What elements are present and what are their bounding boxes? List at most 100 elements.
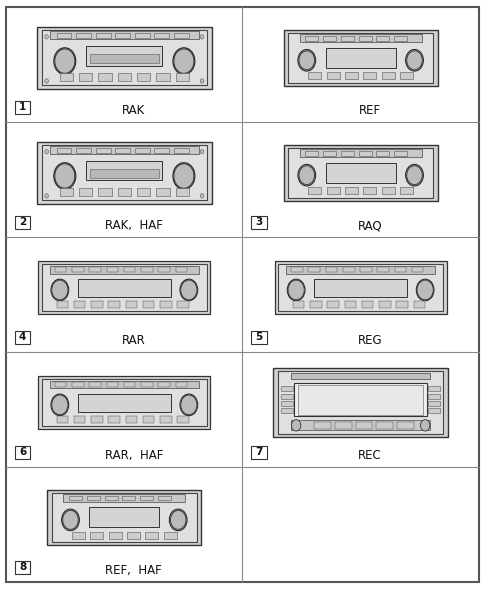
Circle shape bbox=[45, 79, 48, 83]
Bar bbox=[38, 376, 210, 429]
Bar bbox=[50, 266, 198, 273]
Bar bbox=[118, 73, 131, 81]
Circle shape bbox=[291, 419, 300, 431]
Bar bbox=[90, 169, 158, 177]
Bar bbox=[177, 416, 188, 423]
Bar bbox=[50, 31, 198, 39]
Bar bbox=[86, 46, 162, 65]
Bar bbox=[283, 145, 437, 200]
Text: REF: REF bbox=[358, 104, 380, 117]
Bar bbox=[308, 187, 321, 194]
Text: 5: 5 bbox=[255, 332, 262, 342]
Bar bbox=[292, 301, 304, 308]
Text: RAR,  HAF: RAR, HAF bbox=[105, 449, 163, 462]
Bar bbox=[15, 561, 30, 574]
Bar bbox=[363, 187, 376, 194]
Circle shape bbox=[415, 279, 433, 301]
Bar bbox=[115, 148, 130, 153]
Bar bbox=[413, 301, 424, 308]
Bar bbox=[325, 163, 395, 183]
Text: 7: 7 bbox=[255, 447, 262, 457]
Text: RAK: RAK bbox=[122, 104, 145, 117]
Bar bbox=[283, 30, 437, 85]
Bar bbox=[294, 383, 426, 416]
Bar bbox=[177, 301, 188, 308]
Bar bbox=[76, 148, 91, 153]
Bar bbox=[251, 446, 266, 459]
Circle shape bbox=[405, 49, 423, 71]
Circle shape bbox=[51, 279, 69, 301]
Bar bbox=[90, 54, 158, 62]
Bar bbox=[427, 393, 439, 399]
Bar bbox=[72, 532, 85, 539]
Circle shape bbox=[45, 150, 48, 154]
Bar bbox=[287, 33, 433, 82]
Text: 2: 2 bbox=[19, 217, 26, 227]
Bar bbox=[281, 408, 292, 413]
Bar bbox=[411, 267, 423, 272]
Bar bbox=[51, 492, 197, 542]
Bar bbox=[91, 301, 103, 308]
Bar bbox=[79, 188, 92, 196]
Bar bbox=[344, 187, 357, 194]
Text: REC: REC bbox=[358, 449, 381, 462]
Bar bbox=[137, 188, 150, 196]
Bar bbox=[108, 532, 121, 539]
Bar bbox=[322, 151, 335, 155]
Bar bbox=[363, 72, 376, 79]
Bar bbox=[326, 72, 339, 79]
Bar bbox=[277, 264, 442, 311]
Circle shape bbox=[287, 279, 304, 301]
Circle shape bbox=[180, 394, 197, 416]
Circle shape bbox=[45, 194, 48, 198]
Circle shape bbox=[405, 164, 423, 186]
Bar bbox=[358, 151, 371, 155]
Bar bbox=[55, 267, 66, 272]
Bar bbox=[108, 416, 120, 423]
Bar bbox=[72, 382, 84, 387]
Bar bbox=[326, 187, 339, 194]
Circle shape bbox=[62, 511, 78, 530]
Circle shape bbox=[174, 49, 194, 73]
Bar bbox=[340, 151, 353, 155]
Bar bbox=[399, 72, 412, 79]
Bar bbox=[427, 386, 439, 392]
Text: RAQ: RAQ bbox=[357, 219, 381, 232]
Text: 4: 4 bbox=[19, 332, 26, 342]
Bar bbox=[57, 416, 68, 423]
Bar bbox=[174, 148, 188, 153]
Bar bbox=[340, 36, 353, 41]
Bar bbox=[395, 301, 407, 308]
Bar bbox=[108, 301, 120, 308]
Bar bbox=[89, 267, 101, 272]
Bar bbox=[106, 382, 118, 387]
Bar bbox=[393, 36, 407, 41]
Bar bbox=[396, 422, 413, 429]
Circle shape bbox=[200, 35, 203, 39]
Bar bbox=[38, 262, 210, 314]
Bar bbox=[360, 267, 371, 272]
Text: 3: 3 bbox=[255, 217, 262, 227]
Bar bbox=[37, 142, 212, 204]
Bar bbox=[140, 496, 153, 501]
Bar bbox=[57, 301, 68, 308]
Bar bbox=[272, 368, 447, 438]
Bar bbox=[427, 401, 439, 406]
Bar bbox=[381, 187, 394, 194]
Text: REG: REG bbox=[357, 334, 381, 347]
Circle shape bbox=[299, 51, 314, 70]
Bar bbox=[175, 267, 187, 272]
Bar bbox=[399, 187, 412, 194]
Bar bbox=[123, 382, 135, 387]
Bar bbox=[308, 267, 319, 272]
Circle shape bbox=[420, 419, 429, 431]
Bar bbox=[118, 188, 131, 196]
Bar bbox=[122, 496, 135, 501]
Bar bbox=[290, 421, 429, 431]
Bar bbox=[55, 382, 66, 387]
Bar bbox=[145, 532, 158, 539]
Circle shape bbox=[54, 163, 76, 189]
Bar bbox=[105, 496, 118, 501]
Circle shape bbox=[170, 511, 185, 530]
Bar bbox=[156, 73, 169, 81]
